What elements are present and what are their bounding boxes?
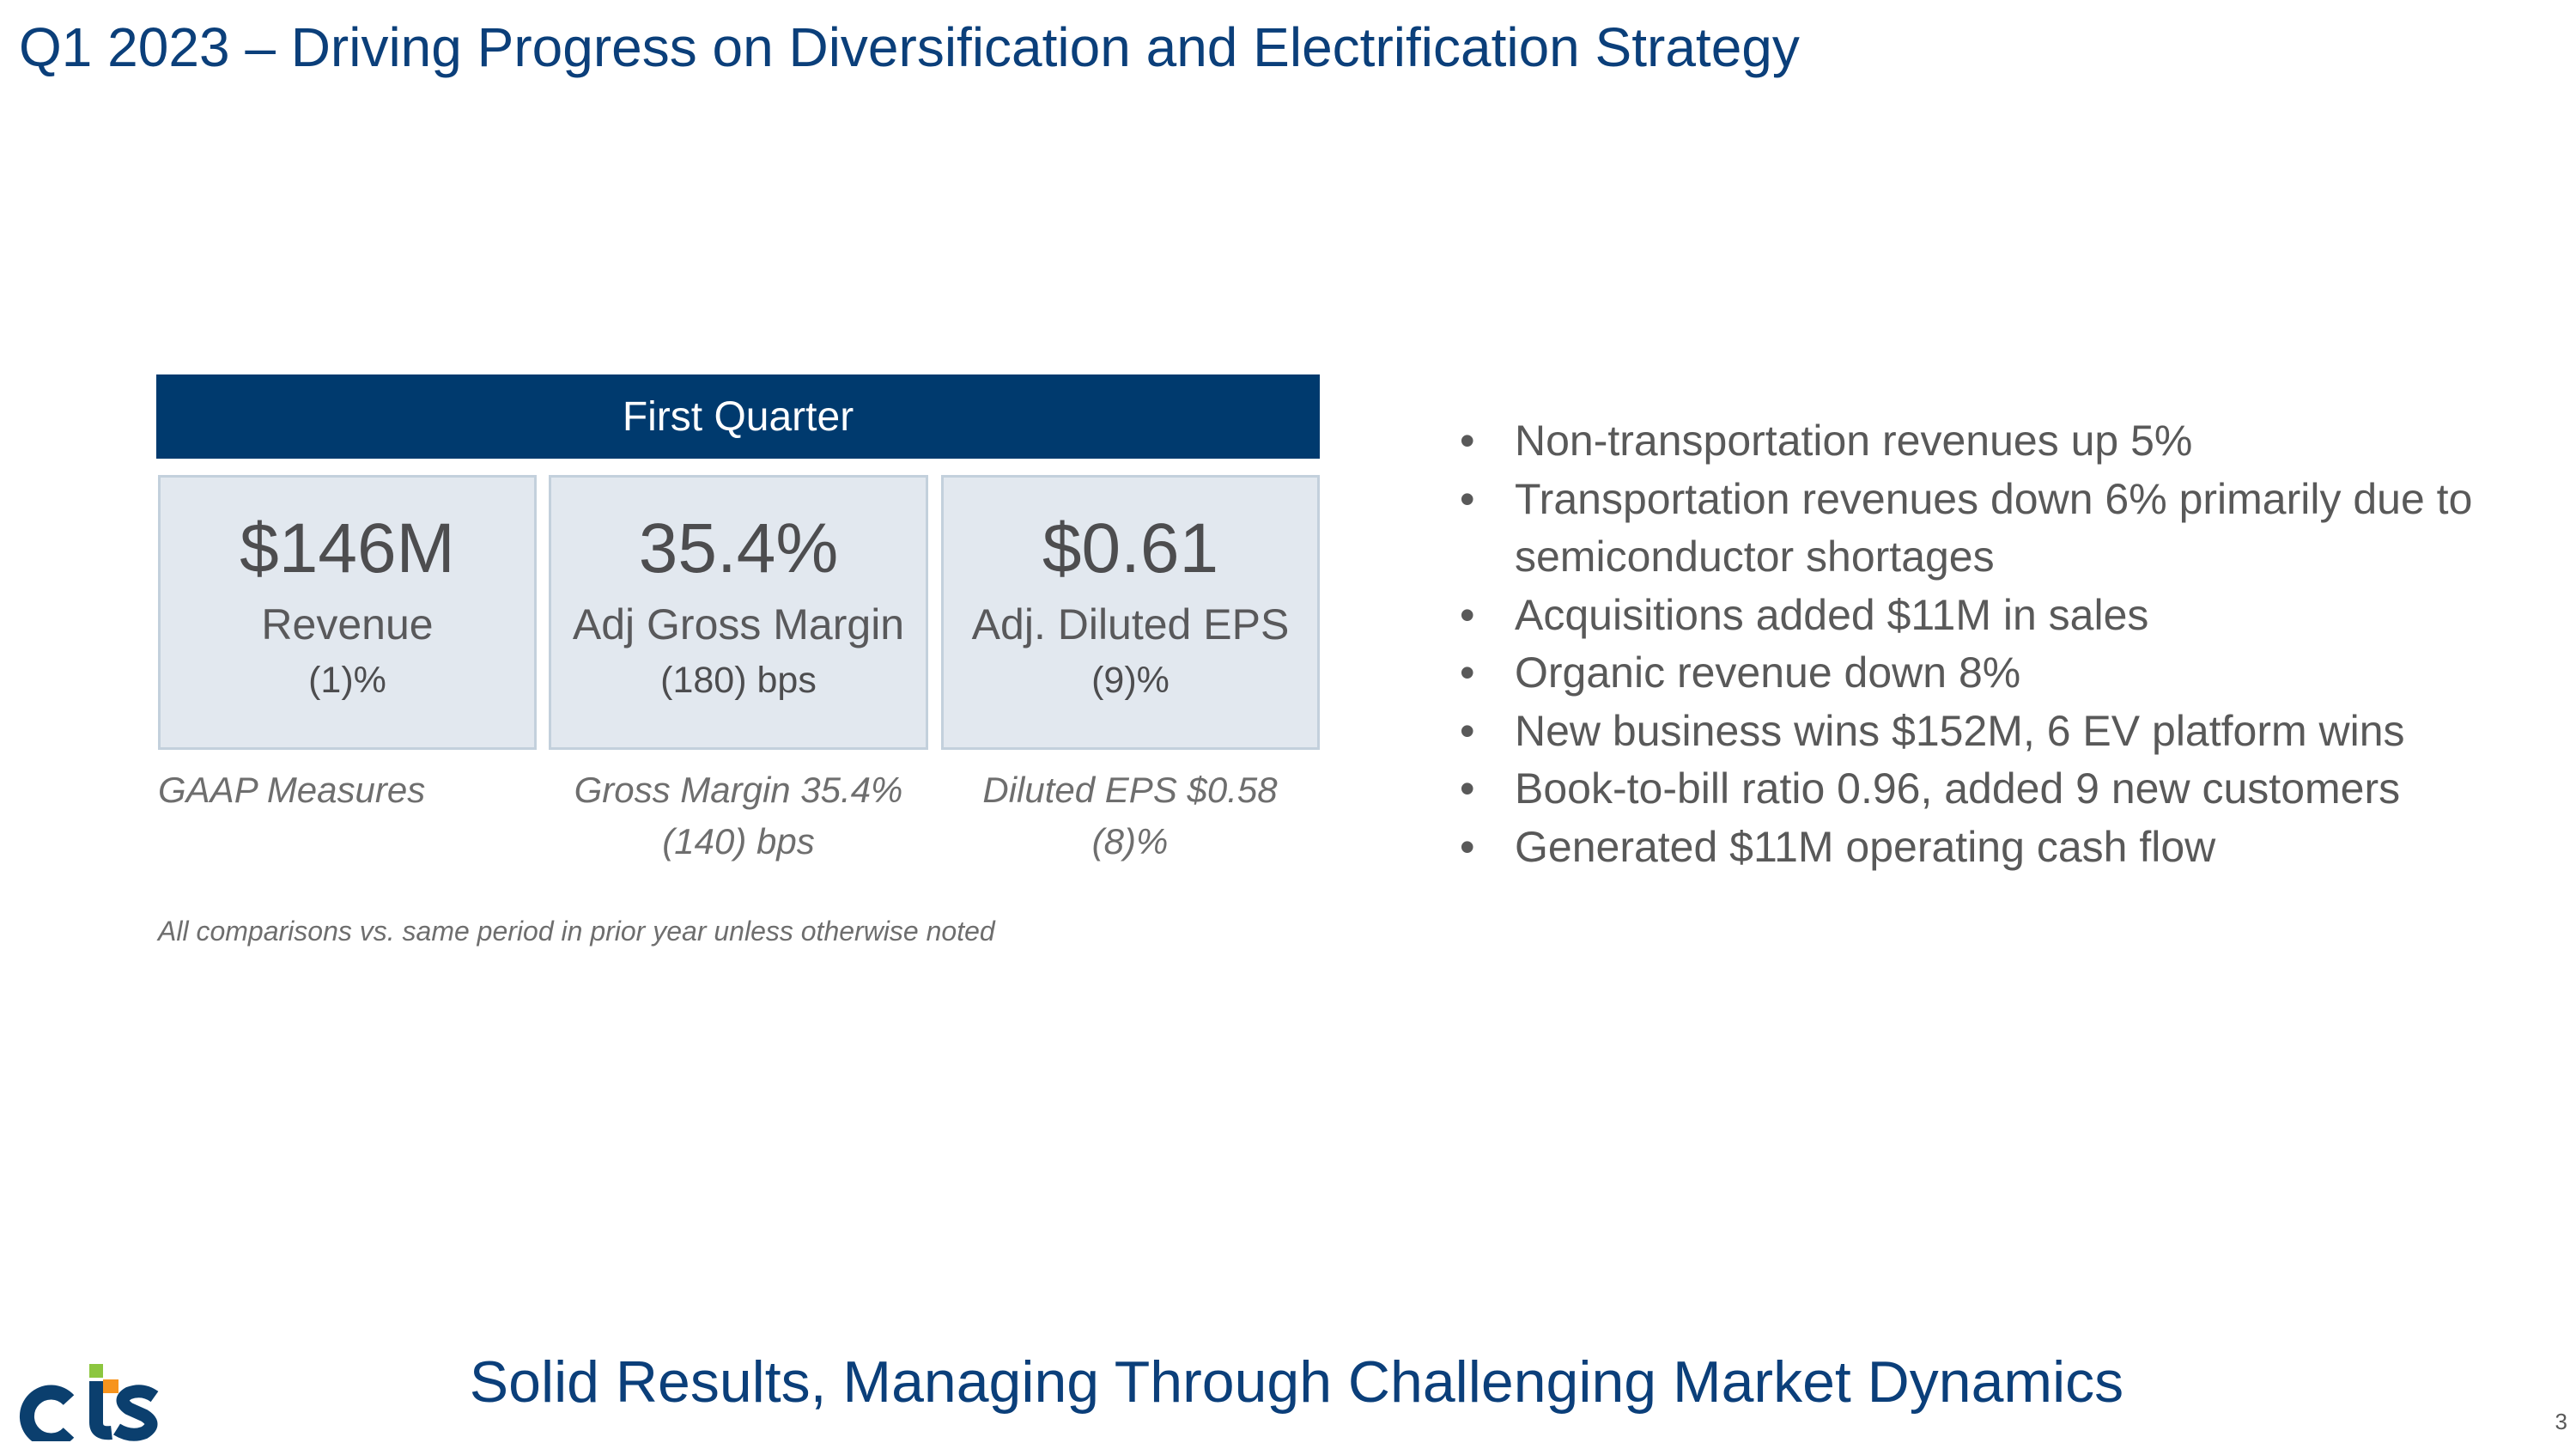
list-item: Book-to-bill ratio 0.96, added 9 new cus… [1460, 760, 2533, 819]
metric-change: (9)% [1091, 660, 1170, 701]
metric-label: Adj. Diluted EPS [971, 600, 1290, 648]
gaap-label: GAAP Measures [158, 770, 426, 810]
gaap-gross-margin: Gross Margin 35.4% (140) bps [532, 764, 945, 868]
metric-value: $146M [240, 509, 455, 588]
metric-value: 35.4% [638, 509, 839, 588]
metric-card-revenue: $146M Revenue (1)% [158, 475, 537, 750]
cts-logo [15, 1355, 161, 1448]
gaap-margin-change: (140) bps [662, 821, 815, 861]
metric-card-eps: $0.61 Adj. Diluted EPS (9)% [941, 475, 1320, 750]
page-number: 3 [2555, 1409, 2567, 1434]
list-item: Transportation revenues down 6% primaril… [1460, 471, 2533, 587]
gaap-eps: Diluted EPS $0.58 (8)% [924, 764, 1336, 868]
table-header: First Quarter [156, 374, 1320, 459]
gaap-margin-value: Gross Margin 35.4% [574, 770, 903, 810]
metric-label: Adj Gross Margin [572, 600, 905, 648]
metric-label: Revenue [261, 600, 434, 648]
list-item: Non-transportation revenues up 5% [1460, 412, 2533, 471]
metric-card-gross-margin: 35.4% Adj Gross Margin (180) bps [549, 475, 928, 750]
list-item: Organic revenue down 8% [1460, 644, 2533, 703]
list-item: New business wins $152M, 6 EV platform w… [1460, 703, 2533, 761]
list-item: Acquisitions added $11M in sales [1460, 587, 2533, 645]
metric-change: (180) bps [660, 660, 817, 701]
list-item: Generated $11M operating cash flow [1460, 819, 2533, 877]
metric-value: $0.61 [1042, 509, 1219, 588]
highlights-list: Non-transportation revenues up 5% Transp… [1460, 412, 2533, 876]
gaap-eps-change: (8)% [1091, 821, 1169, 861]
tagline: Solid Results, Managing Through Challeng… [469, 1349, 2124, 1415]
metric-change: (1)% [308, 660, 386, 701]
comparison-note: All comparisons vs. same period in prior… [158, 916, 995, 947]
slide-title: Q1 2023 – Driving Progress on Diversific… [19, 16, 1800, 78]
gaap-eps-value: Diluted EPS $0.58 [982, 770, 1278, 810]
